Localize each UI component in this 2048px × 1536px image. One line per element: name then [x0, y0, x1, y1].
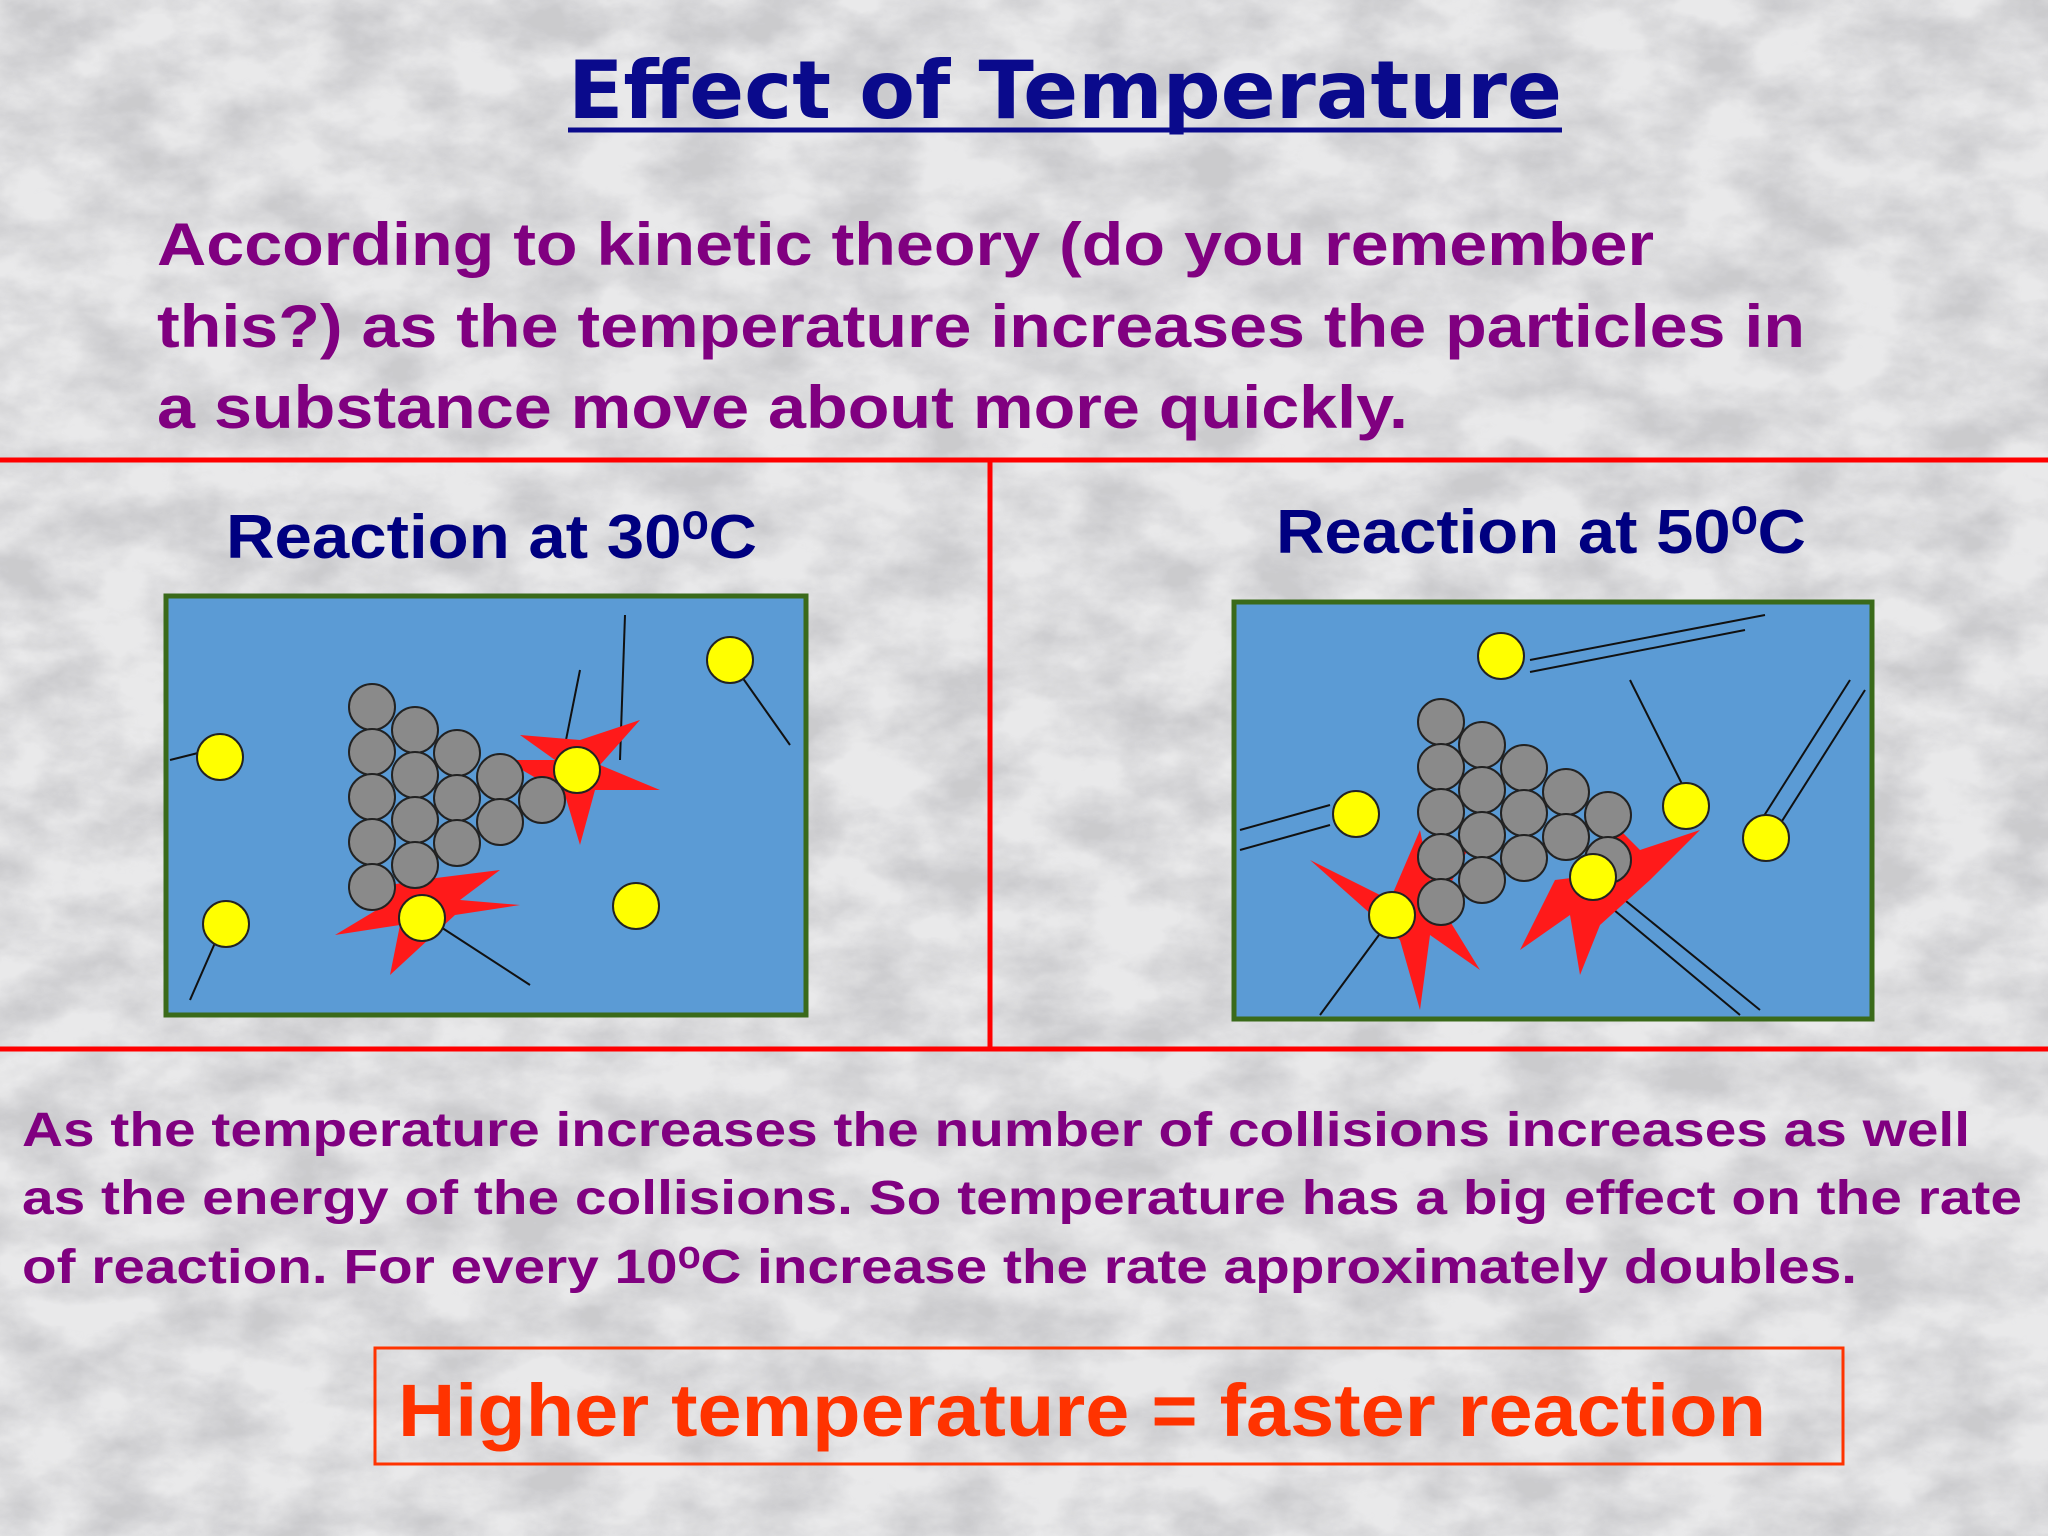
slide-title: Effect of Temperature	[568, 44, 1562, 137]
panel-heading: Reaction at 50⁰C	[1276, 498, 1806, 567]
intro-line: According to kinetic theory (do you reme…	[157, 211, 1654, 278]
summary-text: Higher temperature = faster reaction	[398, 1369, 1766, 1452]
panel-heading: Reaction at 30⁰C	[226, 503, 757, 572]
summary-box	[373, 1346, 1845, 1466]
illustration-50	[1231, 599, 1875, 1022]
intro-line: a substance move about more quickly.	[157, 374, 1408, 441]
explanation-line: As the temperature increases the number …	[22, 1104, 1970, 1157]
explanation-line: of reaction. For every 10⁰C increase the…	[22, 1241, 1857, 1294]
illustration-30	[163, 593, 809, 1018]
explanation-line: as the energy of the collisions. So temp…	[22, 1172, 2022, 1225]
intro-line: this?) as the temperature increases the …	[157, 293, 1805, 360]
